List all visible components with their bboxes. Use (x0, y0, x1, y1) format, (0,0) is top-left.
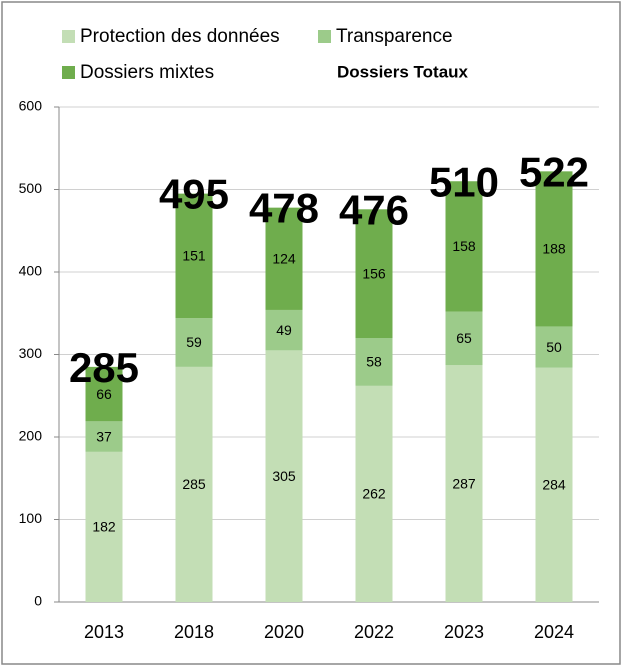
y-tick-label: 100 (19, 510, 43, 526)
value-label: 66 (96, 386, 112, 402)
bar-segment (175, 318, 213, 367)
bar-segment (85, 366, 123, 422)
bar-segment (265, 309, 303, 351)
bar-segment (85, 421, 123, 452)
bar-segment (535, 367, 573, 602)
bar-segment (355, 385, 393, 602)
y-tick-label: 500 (19, 180, 43, 196)
x-tick-label: 2023 (444, 622, 484, 642)
bar-segment (535, 326, 573, 368)
legend-swatch (62, 66, 75, 79)
value-label: 158 (452, 238, 476, 254)
x-tick-label: 2024 (534, 622, 574, 642)
bar-segment (445, 181, 483, 312)
x-tick-label: 2020 (264, 622, 304, 642)
x-tick-label: 2022 (354, 622, 394, 642)
value-label: 124 (272, 251, 296, 267)
legend-swatch (318, 30, 331, 43)
value-label: 156 (362, 265, 386, 281)
bar-segment (445, 365, 483, 602)
value-label: 262 (362, 486, 386, 502)
value-label: 50 (546, 339, 562, 355)
value-label: 188 (542, 241, 566, 257)
legend-swatch (62, 30, 75, 43)
y-tick-label: 0 (34, 593, 42, 609)
value-label: 285 (182, 476, 206, 492)
y-tick-label: 300 (19, 345, 43, 361)
legend-label: Transparence (336, 26, 453, 47)
legend-label: Dossiers mixtes (80, 62, 214, 83)
y-tick-label: 400 (19, 263, 43, 279)
value-label: 151 (182, 248, 206, 264)
total-label: 285 (69, 344, 139, 391)
value-label: 65 (456, 330, 472, 346)
x-tick-label: 2013 (84, 622, 124, 642)
value-label: 182 (92, 519, 116, 535)
bar-segment (265, 207, 303, 310)
value-label: 58 (366, 354, 382, 370)
value-label: 284 (542, 477, 566, 493)
bar-segment (535, 171, 573, 327)
value-label: 59 (186, 334, 202, 350)
legend-label: Dossiers Totaux (337, 62, 469, 81)
bar-segment (175, 193, 213, 319)
value-label: 305 (272, 468, 296, 484)
y-tick-label: 200 (19, 428, 43, 444)
total-label: 478 (249, 185, 319, 232)
value-label: 37 (96, 428, 112, 444)
bar-segment (265, 350, 303, 602)
bar-segment (445, 311, 483, 366)
bar-segment (175, 366, 213, 602)
total-label: 510 (429, 158, 499, 205)
total-label: 476 (339, 186, 409, 233)
legend-label: Protection des données (80, 26, 280, 47)
value-label: 49 (276, 322, 292, 338)
x-tick-label: 2018 (174, 622, 214, 642)
bar-segment (355, 209, 393, 338)
total-label: 495 (159, 171, 229, 218)
y-tick-label: 600 (19, 98, 43, 114)
bar-segment (355, 338, 393, 386)
total-label: 522 (519, 148, 589, 195)
bar-segment (85, 451, 123, 602)
value-label: 287 (452, 475, 476, 491)
